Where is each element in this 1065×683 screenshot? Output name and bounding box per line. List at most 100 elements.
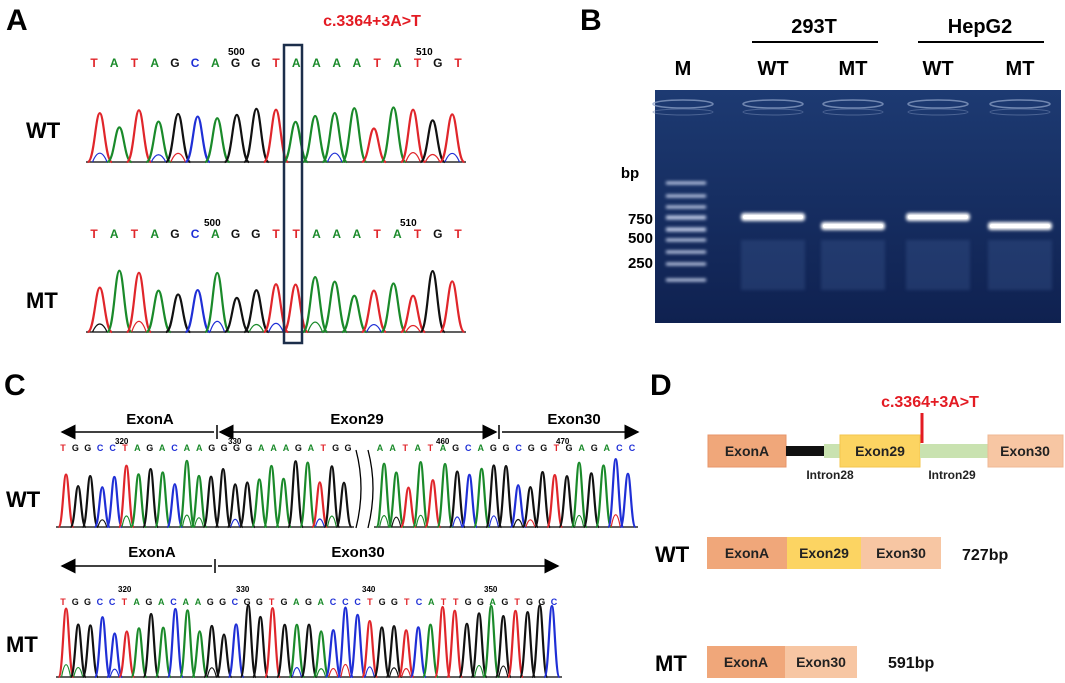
c-wt-l-peak bbox=[262, 464, 281, 529]
c-mt-peak bbox=[482, 604, 500, 679]
c-wt-l-base: G bbox=[208, 443, 215, 453]
intron28-end bbox=[824, 444, 840, 458]
a-wt-minor-peak bbox=[170, 152, 186, 163]
c-wt-l-base: G bbox=[72, 443, 79, 453]
c-mt-peak bbox=[178, 609, 197, 679]
a-wt-base: T bbox=[131, 56, 139, 70]
a-wt-peak bbox=[438, 113, 466, 164]
c-mt-peak bbox=[543, 604, 561, 679]
c-mt-base: C bbox=[330, 597, 337, 607]
c-mt-minor-peak bbox=[328, 667, 339, 678]
gel-group-293t: 293T bbox=[791, 16, 837, 38]
c-wt-r-peak bbox=[460, 473, 479, 529]
c-mt-base: G bbox=[391, 597, 398, 607]
c-wt-l-peak bbox=[311, 481, 329, 529]
c-wt-r-peak bbox=[546, 474, 564, 529]
a-wt-peak bbox=[125, 109, 153, 164]
panel-d-mutation: c.3364+3A>T bbox=[881, 394, 979, 411]
c-mt-pos-340: 340 bbox=[362, 585, 376, 594]
c-wt-r-peak bbox=[570, 461, 588, 529]
c-mt-peak bbox=[166, 607, 185, 679]
a-mt-peak bbox=[106, 269, 133, 334]
genomic-exon30-box bbox=[987, 434, 1064, 468]
c-mt-pos-320: 320 bbox=[118, 585, 132, 594]
c-mt-pos-350: 350 bbox=[484, 585, 498, 594]
c-wt-l-peak bbox=[299, 461, 317, 529]
gel-well-lower bbox=[989, 108, 1051, 116]
gel-well-lower bbox=[652, 108, 714, 116]
a-wt-base: T bbox=[454, 56, 462, 70]
c-wt-r-peak bbox=[485, 464, 503, 529]
genomic-exon29-label: Exon29 bbox=[855, 443, 905, 459]
c-mt-peak bbox=[385, 625, 403, 679]
c-mt-base: G bbox=[305, 597, 312, 607]
c-wt-r-base: A bbox=[578, 443, 585, 453]
wt-exon29-box bbox=[787, 537, 861, 569]
c-mt-minor-peak bbox=[109, 668, 120, 678]
mt-exon30-box bbox=[785, 646, 857, 678]
c-wt-r-base: A bbox=[440, 443, 447, 453]
c-wt-l-peak bbox=[202, 475, 220, 529]
wt-box-exonA-label: ExonA bbox=[725, 545, 769, 561]
genomic-exon30-label: Exon30 bbox=[1000, 443, 1050, 459]
panel-d-mt-label: MT bbox=[655, 651, 687, 676]
a-wt-base: T bbox=[90, 56, 98, 70]
c-mt-base: T bbox=[269, 597, 275, 607]
c-wt-r-base: T bbox=[402, 443, 408, 453]
c-mt-peak bbox=[191, 630, 209, 679]
a-mt-base: T bbox=[414, 227, 422, 241]
a-mt-base: G bbox=[251, 227, 260, 241]
genomic-exonA-label: ExonA bbox=[725, 443, 769, 459]
c-wt-l-peak bbox=[69, 484, 87, 529]
c-wt-l-base: A bbox=[159, 443, 166, 453]
c-wt-l-minor-peak bbox=[121, 515, 132, 528]
c-wt-l-base: G bbox=[295, 443, 302, 453]
mutation-highlight-box bbox=[282, 43, 304, 345]
gel-lane-hepg2-wt: WT bbox=[922, 58, 953, 80]
c-wt-r-base: A bbox=[377, 443, 384, 453]
c-mt-peak bbox=[531, 604, 549, 679]
a-mt-peak bbox=[243, 289, 270, 334]
c-wt-l-base: T bbox=[320, 443, 326, 453]
a-wt-peak bbox=[282, 120, 309, 164]
a-wt-minor-peak bbox=[91, 152, 108, 163]
a-wt-base: T bbox=[272, 56, 280, 70]
c-mt-peak bbox=[69, 623, 87, 679]
a-wt-base: A bbox=[150, 56, 159, 70]
a-mt-base: A bbox=[110, 227, 119, 241]
c-wt-r-peak bbox=[582, 472, 600, 529]
a-mt-peak bbox=[125, 271, 153, 334]
c-wt-l-base: G bbox=[344, 443, 351, 453]
c-wt-r-minor-peak bbox=[574, 514, 585, 528]
gel-well bbox=[989, 99, 1051, 109]
c-mt-base: A bbox=[183, 597, 190, 607]
a-mt-base: A bbox=[211, 227, 220, 241]
c-mt-minor-peak bbox=[364, 666, 375, 678]
a-mt-peak bbox=[301, 275, 329, 334]
c-wt-l-peak bbox=[190, 474, 208, 529]
panel-a-wt-label: WT bbox=[26, 118, 61, 143]
c-mt-peak bbox=[239, 603, 257, 679]
c-mt-base: G bbox=[379, 597, 386, 607]
a-wt-base: G bbox=[251, 56, 260, 70]
a-wt-peak bbox=[145, 120, 172, 164]
gel-ladder-band bbox=[666, 205, 706, 209]
wt-exon30-label: Exon30 bbox=[547, 411, 600, 428]
a-wt-peak bbox=[341, 107, 368, 164]
c-mt-base: T bbox=[60, 597, 66, 607]
a-mt-minor-peak bbox=[209, 320, 226, 333]
c-mt-peak bbox=[57, 607, 75, 679]
c-mt-peak bbox=[118, 630, 136, 679]
c-wt-r-peak bbox=[558, 475, 576, 529]
gel-ladder-250: 250 bbox=[628, 255, 653, 272]
c-wt-l-base: A bbox=[184, 443, 191, 453]
a-mt-minor-peak bbox=[91, 323, 108, 333]
c-mt-base: G bbox=[280, 597, 287, 607]
a-mt-base: A bbox=[312, 227, 321, 241]
c-wt-l-base: C bbox=[109, 443, 116, 453]
panel-a-mt-label: MT bbox=[26, 288, 58, 313]
panel-a-mt-pos-510: 510 bbox=[400, 218, 417, 229]
c-mt-peak bbox=[433, 605, 452, 679]
c-mt-base: T bbox=[514, 597, 520, 607]
mt-box-exon30-label: Exon30 bbox=[796, 654, 846, 670]
